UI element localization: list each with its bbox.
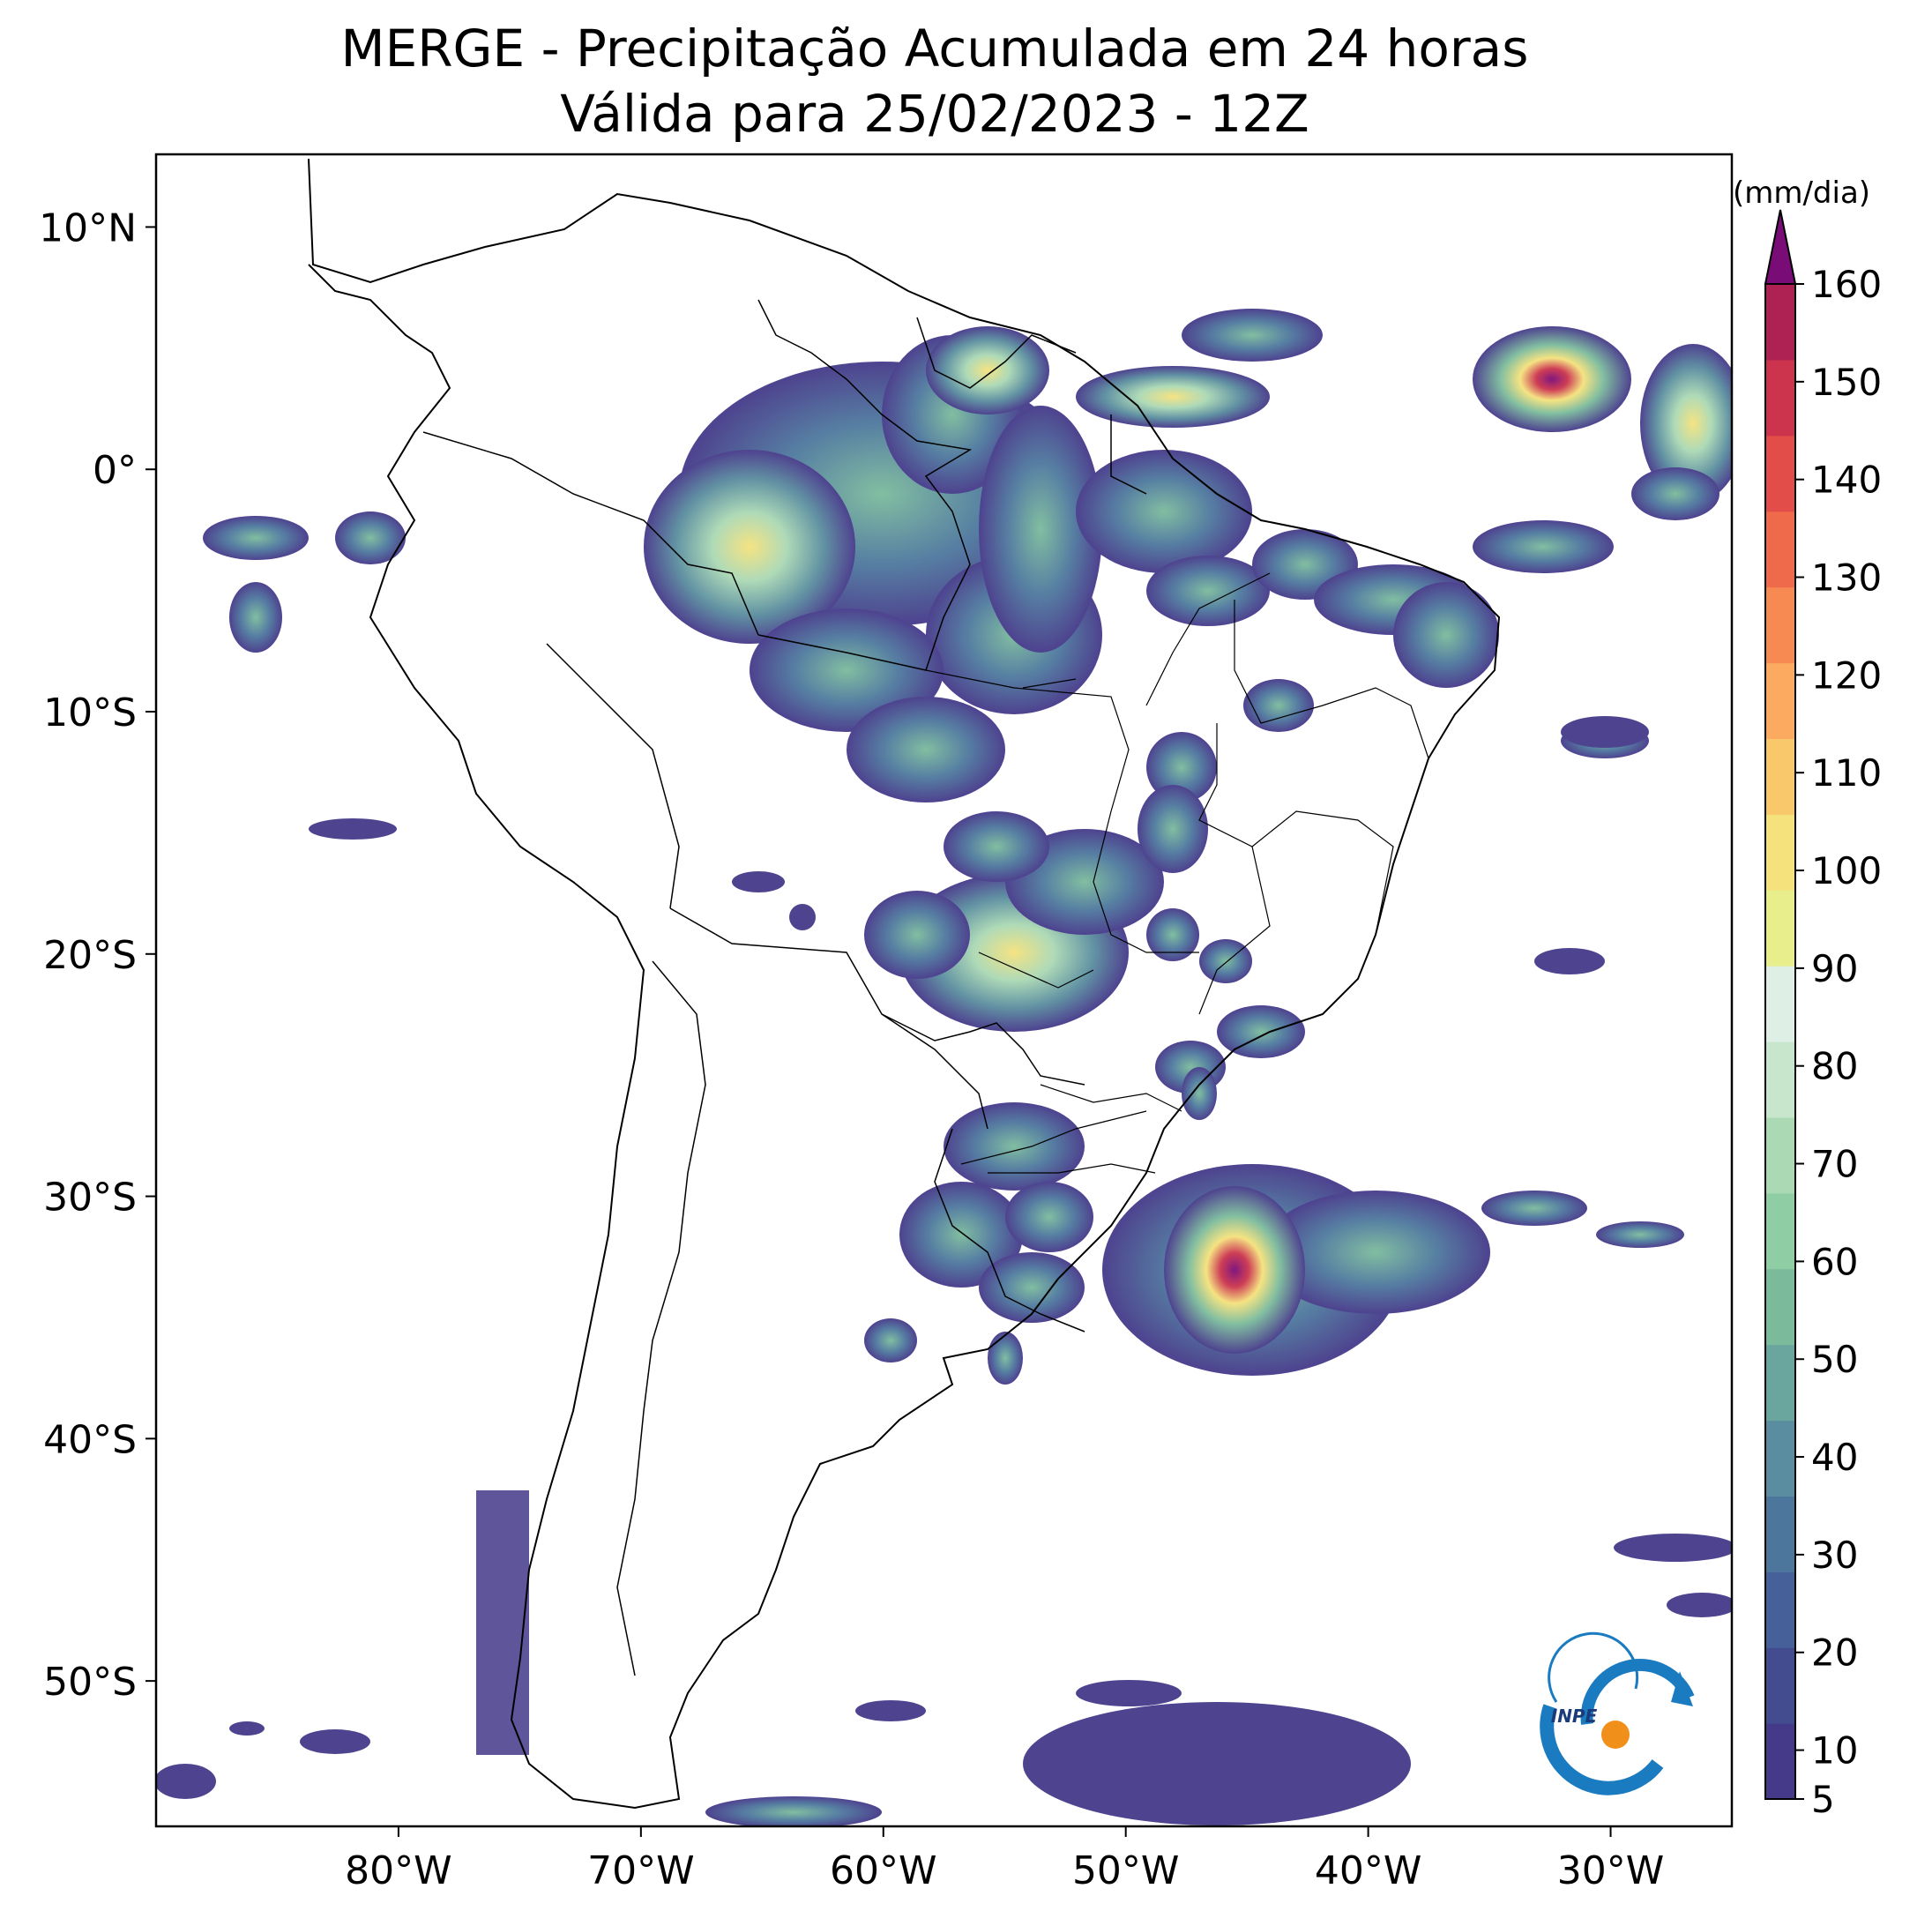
colorbar-tick-label: 10	[1811, 1729, 1858, 1773]
colorbar-tick-label: 5	[1811, 1778, 1835, 1821]
colorbar-segment	[1765, 1268, 1795, 1346]
longitude-ticks: 80°W 70°W 60°W 50°W 40°W 30°W	[345, 1826, 1664, 1893]
lon-tick-label: 30°W	[1557, 1848, 1665, 1893]
coastline	[308, 158, 1501, 1810]
colorbar-tick-label: 70	[1811, 1143, 1858, 1186]
colorbar-tick-label: 120	[1811, 653, 1882, 697]
colorbar-segment	[1765, 1041, 1795, 1118]
lat-tick-label: 20°S	[43, 933, 137, 978]
map-frame	[154, 153, 1734, 1828]
colorbar-tick-label: 160	[1811, 263, 1882, 306]
colorbar-tick-label: 90	[1811, 947, 1858, 990]
state-borders	[925, 572, 1429, 1174]
colorbar-tick-label: 60	[1811, 1240, 1858, 1283]
colorbar-segment	[1765, 1496, 1795, 1572]
lat-tick-label: 0°	[93, 448, 137, 493]
lat-tick-label: 30°S	[43, 1176, 137, 1221]
colorbar-tick-label: 30	[1811, 1534, 1858, 1577]
colorbar-segment	[1765, 1116, 1795, 1194]
colorbar-tick-label: 130	[1811, 556, 1882, 600]
lon-tick-label: 60°W	[830, 1848, 937, 1893]
colorbar-segment	[1765, 1723, 1795, 1800]
colorbar-tick-label: 140	[1811, 459, 1882, 502]
colorbar-segment	[1765, 1571, 1795, 1648]
colorbar-segment	[1765, 284, 1795, 361]
colorbar-segment	[1765, 738, 1795, 815]
colorbar-tick-label: 50	[1811, 1338, 1858, 1381]
colorbar-segment	[1765, 435, 1795, 512]
colorbar-segment	[1765, 1344, 1795, 1422]
colorbar-segment	[1765, 1420, 1795, 1497]
colorbar-tick-label: 80	[1811, 1045, 1858, 1088]
colorbar-segment	[1765, 814, 1795, 891]
colorbar-segment	[1765, 1192, 1795, 1270]
colorbar-tick-label: 110	[1811, 751, 1882, 795]
colorbar-frame	[1764, 283, 1796, 1800]
colorbar-tick-label: 150	[1811, 361, 1882, 404]
colorbar-segment	[1765, 586, 1795, 664]
colorbar-tick-label: 20	[1811, 1631, 1858, 1675]
colorbar: 5 10 20 30 40 50 60 70 80 90 100 110 120 130 140 150 160	[1764, 209, 1882, 1821]
lat-tick-label: 10°N	[39, 205, 137, 250]
lon-tick-label: 50°W	[1072, 1848, 1180, 1893]
lon-tick-label: 40°W	[1315, 1848, 1422, 1893]
colorbar-units: (mm/dia)	[1733, 175, 1870, 211]
lon-tick-label: 80°W	[345, 1848, 452, 1893]
colorbar-segment	[1765, 1647, 1795, 1724]
map-title: MERGE - Precipitação Acumulada em 24 hor…	[340, 19, 1529, 78]
lon-tick-label: 70°W	[587, 1848, 695, 1893]
country-borders	[422, 299, 1147, 1676]
latitude-ticks: 10°N 0° 10°S 20°S 30°S 40°S 50°S	[39, 205, 156, 1705]
lat-tick-label: 40°S	[43, 1417, 137, 1462]
colorbar-tick-label: 100	[1811, 849, 1882, 892]
colorbar-segment	[1765, 359, 1795, 437]
colorbar-segment	[1765, 966, 1795, 1042]
lat-tick-label: 50°S	[43, 1660, 137, 1705]
inpe-logo-text: INPE	[1551, 1706, 1598, 1727]
inpe-logo: INPE	[1540, 1631, 1695, 1795]
precipitation-field	[156, 309, 1732, 1826]
lat-tick-label: 10°S	[43, 690, 137, 735]
colorbar-extend-arrow	[1764, 209, 1797, 285]
colorbar-segment	[1765, 890, 1795, 967]
map-subtitle: Válida para 25/02/2023 - 12Z	[560, 84, 1309, 144]
colorbar-segment	[1765, 662, 1795, 739]
colorbar-segment	[1765, 511, 1795, 588]
colorbar-tick-label: 40	[1811, 1436, 1858, 1479]
